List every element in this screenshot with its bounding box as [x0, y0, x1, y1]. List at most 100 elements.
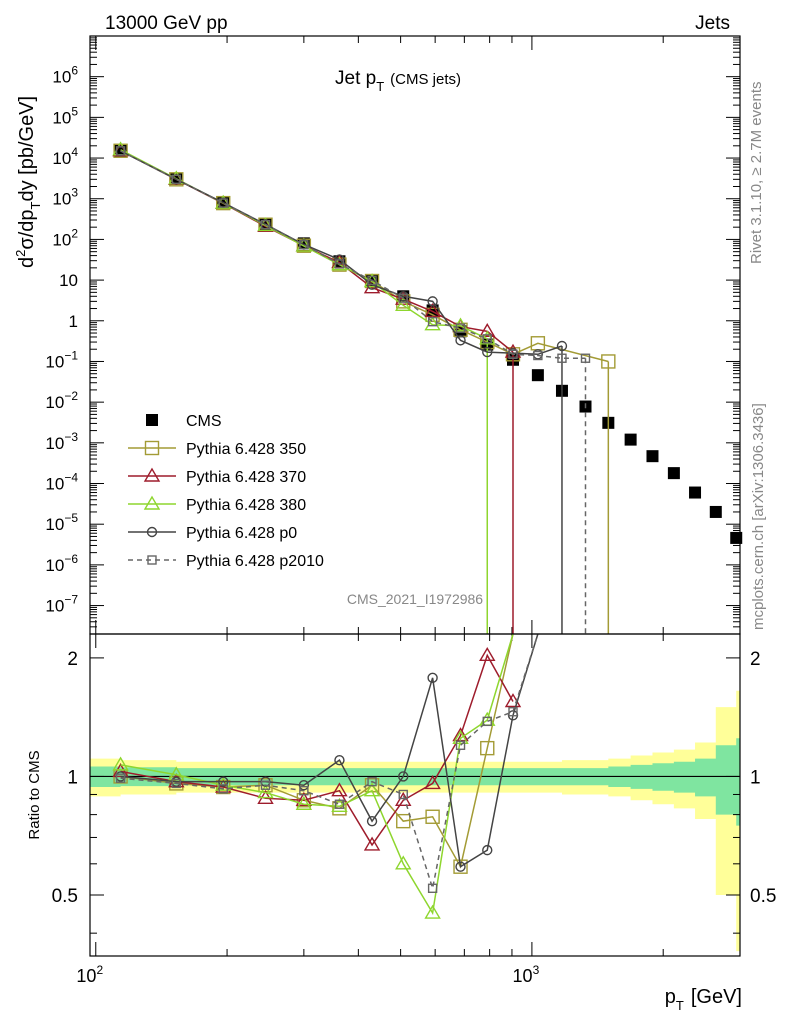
ratio-point-4-0 — [115, 773, 126, 783]
main-point-5-9 — [455, 323, 466, 333]
legend-marker — [147, 555, 157, 565]
ratio-point-4-10 — [482, 716, 492, 727]
main-point-0-12 — [531, 369, 544, 382]
main-point-4-8 — [427, 296, 438, 307]
ratio-point-3-4 — [298, 780, 310, 791]
main-point-5-10 — [482, 334, 492, 344]
legend-marker — [143, 495, 161, 510]
legend-entry-3: Pythia 6.428 380 — [128, 495, 306, 514]
legend-label: Pythia 6.428 350 — [186, 441, 306, 458]
main-series — [112, 141, 743, 634]
ratio-series-0 — [113, 633, 514, 874]
main-point-5-7 — [398, 293, 408, 303]
ratio-point-2-3 — [257, 784, 274, 799]
rivet-version: Rivet 3.1.10, ≥ 2.7M events — [748, 82, 765, 265]
ratio-point-4-9 — [455, 740, 466, 750]
legend-entry-5: Pythia 6.428 p2010 — [128, 553, 324, 570]
ratio-point-2-9 — [452, 729, 469, 744]
ratio-point-2-8 — [424, 904, 441, 919]
ratio-line-2 — [120, 633, 514, 916]
ratio-y-tick-label-right: 1 — [750, 767, 761, 788]
main-point-3-7 — [395, 296, 412, 312]
legend-marker — [146, 414, 158, 426]
main-point-3-8 — [424, 316, 441, 331]
main-point-5-5 — [334, 259, 345, 269]
legend-marker — [146, 526, 158, 538]
x-tick-labels: 102 103 — [76, 963, 539, 986]
main-frame — [89, 35, 741, 635]
ratio-y-tick-label-left: 1 — [67, 767, 78, 788]
ratio-point-1-10 — [479, 646, 496, 662]
main-point-5-11 — [508, 349, 518, 360]
ratio-line-3 — [120, 633, 539, 868]
ratio-point-0-10 — [480, 740, 495, 756]
main-ylabel: d2σ/dpTdy [pb/GeV] — [13, 96, 43, 268]
y-tick-label: 10−7 — [45, 593, 78, 616]
ratio-point-1-6 — [363, 836, 381, 851]
legend-label: CMS — [186, 413, 222, 430]
mcplots-reference: mcplots.cern.ch [arXiv:1306.3436] — [750, 403, 767, 630]
ratio-line-4 — [120, 633, 539, 889]
ratio-point-4-6 — [367, 776, 377, 787]
y-tick-label: 105 — [52, 104, 78, 127]
ratio-point-3-5 — [334, 754, 345, 766]
main-point-4-10 — [482, 346, 493, 358]
ratio-point-4-8 — [427, 883, 438, 893]
ratio-point-4-3 — [260, 780, 271, 790]
legend-entry-1: Pythia 6.428 350 — [128, 440, 306, 458]
main-point-2-10 — [479, 322, 496, 338]
legend-entry-0: CMS — [146, 413, 222, 430]
ratio-point-0-8 — [425, 809, 440, 824]
ratio-line-0 — [120, 633, 514, 869]
main-point-0-18 — [667, 467, 680, 480]
ratio-point-1-8 — [424, 775, 441, 790]
ratio-point-1-5 — [331, 782, 348, 797]
main-line-4 — [120, 150, 563, 356]
ratio-y-tick-label-left: 2 — [67, 649, 78, 670]
header-left: 13000 GeV pp — [105, 13, 228, 34]
main-line-5 — [120, 150, 586, 359]
ratio-series-3 — [115, 633, 539, 872]
main-point-0-20 — [709, 505, 722, 518]
y-tick-label: 102 — [52, 226, 78, 249]
ratio-point-2-0 — [112, 756, 129, 771]
y-tick-label: 10−6 — [45, 552, 78, 575]
legend-entry-2: Pythia 6.428 370 — [128, 467, 306, 486]
ratio-frame — [89, 633, 741, 957]
main-point-5-2 — [218, 198, 228, 208]
ratio-band-outer — [90, 690, 740, 952]
main-point-5-6 — [367, 275, 377, 286]
main-point-0-16 — [624, 433, 637, 446]
main-line-1 — [120, 150, 609, 363]
ratio-uncertainty-bands — [90, 690, 740, 952]
main-point-0-5 — [333, 255, 346, 268]
ratio-point-0-7 — [396, 813, 411, 829]
legend-entry-4: Pythia 6.428 p0 — [128, 525, 297, 542]
main-point-5-0 — [115, 146, 126, 156]
ratio-point-2-6 — [363, 782, 381, 797]
main-point-5-12 — [533, 350, 543, 361]
ratio-point-3-9 — [455, 861, 466, 872]
y-tick-label: 1 — [69, 312, 78, 331]
header-right: Jets — [695, 13, 730, 34]
legend-marker — [144, 440, 160, 456]
ratio-point-4-1 — [171, 778, 182, 789]
legend: CMS Pythia 6.428 350 Pythia 6.428 370 Pythi… — [128, 413, 324, 570]
ratio-series-4 — [115, 633, 539, 893]
main-point-4-9 — [455, 335, 466, 346]
ratio-point-1-7 — [395, 791, 412, 806]
main-point-5-1 — [171, 174, 182, 185]
ratio-y-tick-label-left: 0.5 — [52, 886, 78, 907]
ratio-y-tick-label-right: 0.5 — [750, 886, 776, 907]
legend-label: Pythia 6.428 p0 — [186, 525, 297, 542]
x-axis-label: pT [GeV] — [665, 986, 742, 1013]
ratio-point-3-7 — [398, 771, 409, 782]
analysis-watermark: CMS_2021_I1972986 — [347, 591, 483, 607]
main-point-0-19 — [689, 486, 702, 499]
main-point-5-8 — [427, 316, 438, 327]
ratio-point-0-5 — [332, 801, 347, 816]
ratio-point-3-2 — [218, 776, 229, 787]
ratio-point-4-7 — [398, 789, 408, 800]
main-point-0-17 — [646, 450, 659, 463]
legend-marker — [143, 467, 161, 482]
